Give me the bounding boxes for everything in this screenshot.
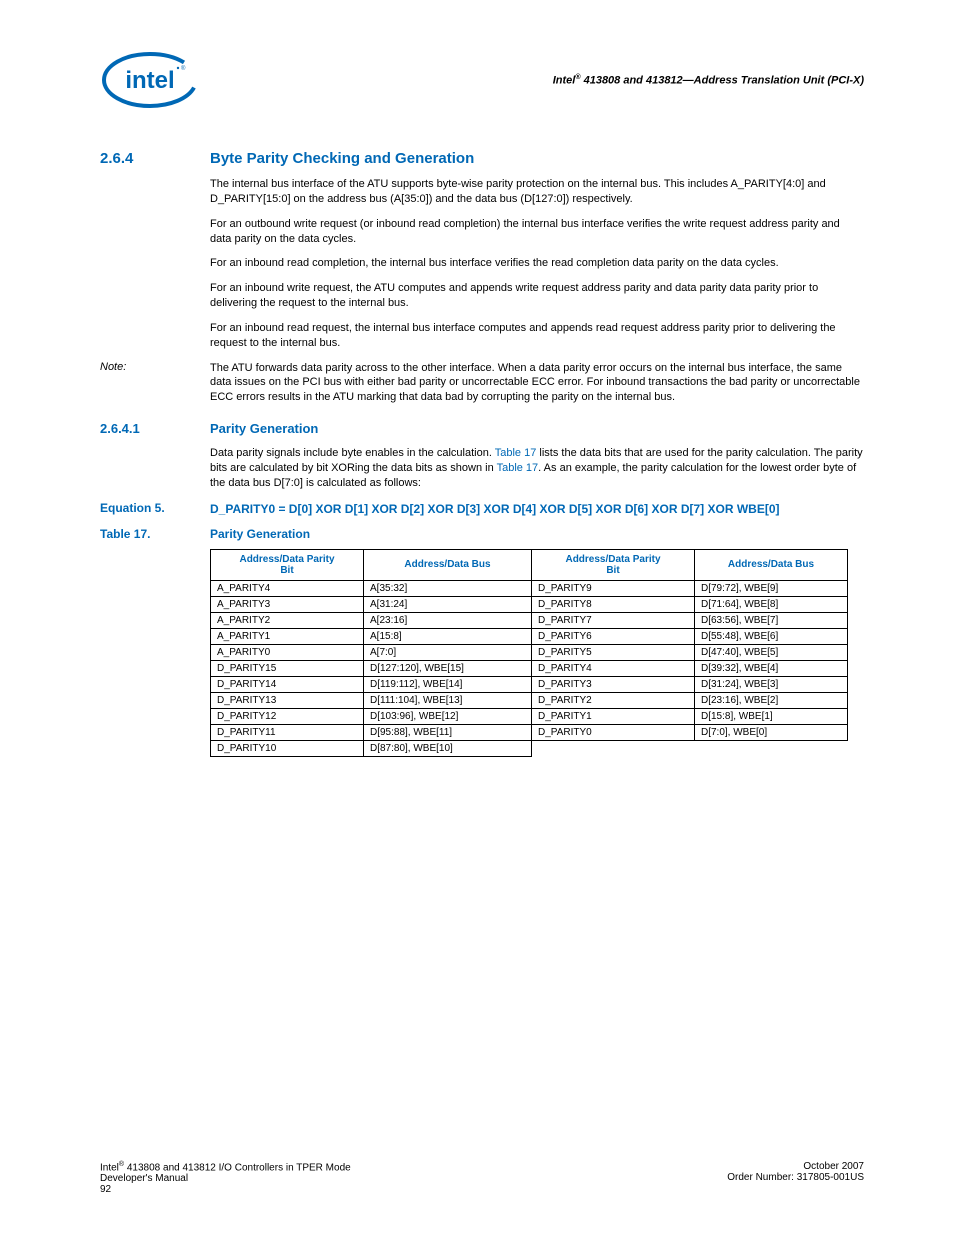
subsection-number: 2.6.4.1 [100, 421, 210, 436]
table-cell: D_PARITY1 [532, 708, 695, 724]
svg-text:®: ® [181, 65, 186, 72]
table-cell: D_PARITY13 [211, 692, 364, 708]
table-row: A_PARITY1A[15:8]D_PARITY6D[55:48], WBE[6… [211, 628, 848, 644]
table-header-cell: Address/Data ParityBit [532, 549, 695, 580]
svg-text:intel: intel [125, 67, 174, 94]
table-cell: D[103:96], WBE[12] [364, 708, 532, 724]
header-doc-title: Intel® 413808 and 413812—Address Transla… [553, 74, 864, 87]
table-cell: A_PARITY2 [211, 612, 364, 628]
table-cell: D[23:16], WBE[2] [695, 692, 848, 708]
table-row: D_PARITY13D[111:104], WBE[13]D_PARITY2D[… [211, 692, 848, 708]
table-cell: D_PARITY3 [532, 676, 695, 692]
table-cell: D[63:56], WBE[7] [695, 612, 848, 628]
table-row: D_PARITY11D[95:88], WBE[11]D_PARITY0D[7:… [211, 724, 848, 740]
footer-manual: Developer's Manual [100, 1173, 351, 1184]
note-label: Note: [100, 361, 210, 406]
table-cell: A[23:16] [364, 612, 532, 628]
note-body: The ATU forwards data parity across to t… [210, 361, 864, 406]
footer-order-number: Order Number: 317805-001US [727, 1172, 864, 1183]
table-cell: D_PARITY9 [532, 580, 695, 596]
equation-body: D_PARITY0 = D[0] XOR D[1] XOR D[2] XOR D… [210, 501, 780, 517]
table-cell: D[95:88], WBE[11] [364, 724, 532, 740]
table-cell: D_PARITY7 [532, 612, 695, 628]
subsection-para: Data parity signals include byte enables… [210, 446, 864, 491]
table-cell [695, 740, 848, 756]
footer-left: Intel® 413808 and 413812 I/O Controllers… [100, 1161, 351, 1195]
footer-page-number: 92 [100, 1184, 351, 1195]
table-cell: A_PARITY3 [211, 596, 364, 612]
parity-table: Address/Data ParityBitAddress/Data BusAd… [210, 549, 848, 757]
table-cell: D[119:112], WBE[14] [364, 676, 532, 692]
note: Note: The ATU forwards data parity acros… [100, 361, 864, 406]
table-cell: D[47:40], WBE[5] [695, 644, 848, 660]
table-header-cell: Address/Data ParityBit [211, 549, 364, 580]
table-cell: D[87:80], WBE[10] [364, 740, 532, 756]
table-cell: D_PARITY4 [532, 660, 695, 676]
table-cell: D_PARITY10 [211, 740, 364, 756]
table-cell: A[35:32] [364, 580, 532, 596]
table-cell: D[39:32], WBE[4] [695, 660, 848, 676]
table-cell: D_PARITY15 [211, 660, 364, 676]
table-header-cell: Address/Data Bus [695, 549, 848, 580]
footer-right: October 2007 Order Number: 317805-001US [727, 1161, 864, 1195]
table-cell: D_PARITY12 [211, 708, 364, 724]
intel-logo: intel ® [100, 50, 200, 110]
equation-label: Equation 5. [100, 501, 210, 517]
table-cell: D[79:72], WBE[9] [695, 580, 848, 596]
section-heading: 2.6.4 Byte Parity Checking and Generatio… [100, 150, 864, 167]
table-row: A_PARITY2A[23:16]D_PARITY7D[63:56], WBE[… [211, 612, 848, 628]
table-cell: D[111:104], WBE[13] [364, 692, 532, 708]
table-cell: A_PARITY4 [211, 580, 364, 596]
section-para: For an inbound read completion, the inte… [210, 256, 864, 271]
page: intel ® Intel® 413808 and 413812—Address… [0, 0, 954, 1235]
table-cell: A_PARITY1 [211, 628, 364, 644]
table-cell: A_PARITY0 [211, 644, 364, 660]
footer-doc-title: Intel® 413808 and 413812 I/O Controllers… [100, 1161, 351, 1173]
subsection-heading: 2.6.4.1 Parity Generation [100, 421, 864, 436]
table-cell: D[71:64], WBE[8] [695, 596, 848, 612]
table-cell: D[15:8], WBE[1] [695, 708, 848, 724]
table-cell: D_PARITY5 [532, 644, 695, 660]
table-cell: D_PARITY14 [211, 676, 364, 692]
table-title: Parity Generation [210, 527, 310, 541]
table-cell: D_PARITY8 [532, 596, 695, 612]
table-row: D_PARITY12D[103:96], WBE[12]D_PARITY1D[1… [211, 708, 848, 724]
table-row: D_PARITY14D[119:112], WBE[14]D_PARITY3D[… [211, 676, 848, 692]
section-para: For an inbound read request, the interna… [210, 321, 864, 351]
table-row: D_PARITY10D[87:80], WBE[10] [211, 740, 848, 756]
table-cell: D_PARITY6 [532, 628, 695, 644]
page-header: intel ® Intel® 413808 and 413812—Address… [100, 50, 864, 110]
table-cell: A[31:24] [364, 596, 532, 612]
table-cell: D_PARITY11 [211, 724, 364, 740]
table-cell: D[127:120], WBE[15] [364, 660, 532, 676]
table-caption: Table 17. Parity Generation [100, 527, 864, 541]
section-title: Byte Parity Checking and Generation [210, 150, 474, 167]
table-row: D_PARITY15D[127:120], WBE[15]D_PARITY4D[… [211, 660, 848, 676]
section-number: 2.6.4 [100, 150, 210, 167]
footer-date: October 2007 [727, 1161, 864, 1172]
table-number: Table 17. [100, 527, 210, 541]
table-cell: D[31:24], WBE[3] [695, 676, 848, 692]
table-cell: D[55:48], WBE[6] [695, 628, 848, 644]
page-footer: Intel® 413808 and 413812 I/O Controllers… [100, 1161, 864, 1195]
subsection-title: Parity Generation [210, 421, 318, 436]
section-para: For an inbound write request, the ATU co… [210, 281, 864, 311]
table-row: A_PARITY4A[35:32]D_PARITY9D[79:72], WBE[… [211, 580, 848, 596]
table-cell: A[7:0] [364, 644, 532, 660]
table-cell: D_PARITY2 [532, 692, 695, 708]
table-cell: D[7:0], WBE[0] [695, 724, 848, 740]
section-para: The internal bus interface of the ATU su… [210, 177, 864, 207]
table-cell: A[15:8] [364, 628, 532, 644]
table-row: A_PARITY3A[31:24]D_PARITY8D[71:64], WBE[… [211, 596, 848, 612]
table-cell [532, 740, 695, 756]
table-row: A_PARITY0A[7:0]D_PARITY5D[47:40], WBE[5] [211, 644, 848, 660]
table-header-cell: Address/Data Bus [364, 549, 532, 580]
equation: Equation 5. D_PARITY0 = D[0] XOR D[1] XO… [100, 501, 864, 517]
table-cell: D_PARITY0 [532, 724, 695, 740]
section-para: For an outbound write request (or inboun… [210, 217, 864, 247]
